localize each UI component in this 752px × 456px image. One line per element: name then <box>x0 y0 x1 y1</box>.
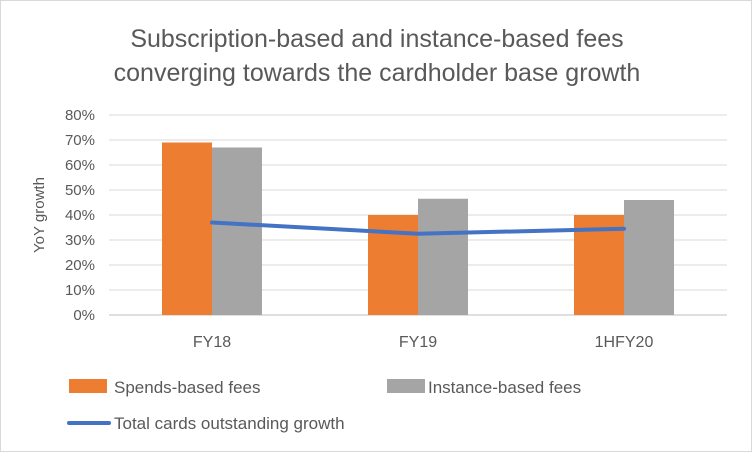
bar-0-0 <box>162 142 212 315</box>
chart-title: Subscription-based and instance-based fe… <box>114 25 641 87</box>
chart-title-line-2: converging towards the cardholder base g… <box>114 59 641 87</box>
legend-label: Spends-based fees <box>114 378 261 397</box>
y-tick-label: 80% <box>65 107 95 124</box>
legend-swatch <box>69 379 107 393</box>
x-category-labels: FY18 FY19 1HFY20 <box>193 334 654 351</box>
y-tick-label: 40% <box>65 207 95 224</box>
line-series-path <box>210 220 626 236</box>
legend: Spends-based fees Instance-based fees Tota… <box>67 378 581 433</box>
bar-1-2 <box>624 200 674 315</box>
legend-label: Instance-based fees <box>428 378 581 397</box>
legend-swatch <box>387 379 425 393</box>
y-tick-label: 60% <box>65 157 95 174</box>
bars <box>162 142 674 315</box>
y-tick-label: 30% <box>65 232 95 249</box>
line-series <box>210 220 626 236</box>
y-tick-labels: 0% 10% 20% 30% 40% 50% 60% 70% 80% <box>65 107 95 324</box>
y-tick-label: 70% <box>65 132 95 149</box>
y-tick-label: 50% <box>65 182 95 199</box>
y-tick-label: 10% <box>65 282 95 299</box>
bar-1-1 <box>418 198 468 315</box>
legend-label: Total cards outstanding growth <box>114 414 345 433</box>
x-category-label: 1HFY20 <box>595 334 654 351</box>
y-tick-label: 0% <box>73 307 95 324</box>
y-axis-title: YoY growth <box>31 177 48 253</box>
x-category-label: FY19 <box>399 334 437 351</box>
bar-1-0 <box>212 147 262 315</box>
y-tick-label: 20% <box>65 257 95 274</box>
chart-title-line-1: Subscription-based and instance-based fe… <box>130 25 623 53</box>
x-category-label: FY18 <box>193 334 231 351</box>
